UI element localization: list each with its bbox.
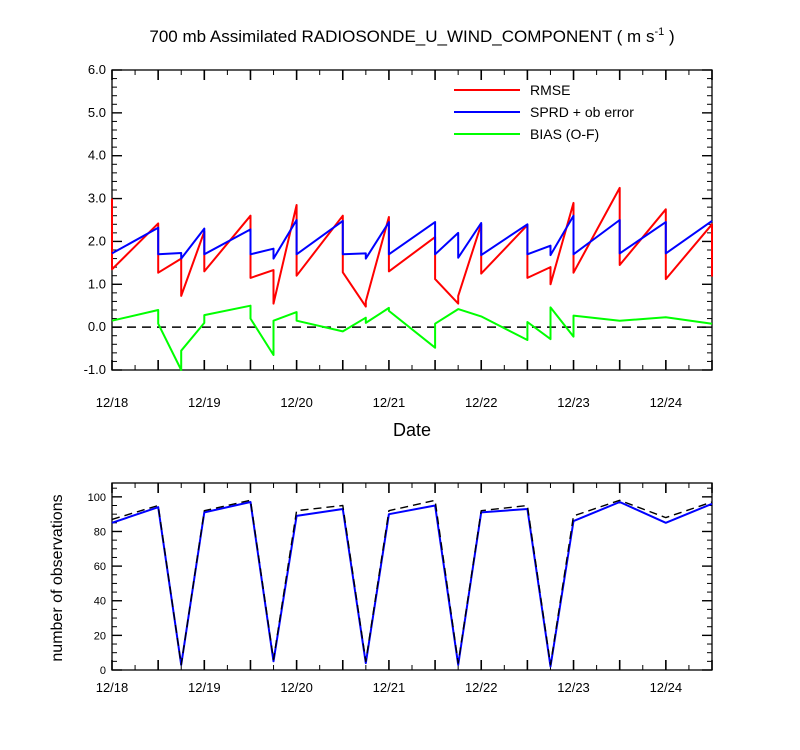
- bottom-y-tick-label: 40: [94, 596, 106, 608]
- bottom-x-tick-label: 12/20: [280, 680, 313, 695]
- top-x-tick-label: 12/24: [650, 395, 683, 410]
- top-x-tick-label: 12/21: [373, 395, 406, 410]
- bottom-series-line-assimilated: [111, 501, 713, 668]
- top-x-tick-label: 12/22: [465, 395, 498, 410]
- top-x-tick-label: 12/19: [188, 395, 221, 410]
- top-series-line-rmse: [111, 186, 713, 308]
- bottom-plot-frame: [111, 482, 713, 671]
- bottom-y-tick-label: 0: [100, 665, 106, 677]
- top-series-line-bias-o-f: [111, 304, 713, 371]
- bottom-x-tick-label: 12/19: [188, 680, 221, 695]
- legend-label-sprd-ob-error: SPRD + ob error: [530, 104, 634, 120]
- top-y-tick-label: 0.0: [88, 319, 106, 334]
- top-x-tick-label: 12/23: [557, 395, 590, 410]
- bottom-y-tick-label: 80: [94, 526, 106, 538]
- bottom-chart: 12/18 12/19 12/20 12/21 12/22 12/23 12/24 0 20 40…: [88, 482, 713, 695]
- bottom-y-axis-label: number of observations: [49, 494, 66, 661]
- top-x-axis-label: Date: [393, 420, 431, 440]
- bottom-y-tick-label: 20: [94, 630, 106, 642]
- bottom-x-tick-label: 12/21: [373, 680, 406, 695]
- bottom-y-tick-label: 60: [94, 561, 106, 573]
- top-y-tick-label: 6.0: [88, 62, 106, 77]
- top-y-tick-label: 5.0: [88, 105, 106, 120]
- bottom-y-tick-label: 100: [88, 492, 106, 504]
- top-y-tick-label: -1.0: [84, 362, 106, 377]
- bottom-x-tick-label: 12/18: [96, 680, 129, 695]
- bottom-series-line-possible: [111, 499, 713, 666]
- legend-label-rmse: RMSE: [530, 82, 570, 98]
- legend-label-bias-o-f: BIAS (O-F): [530, 126, 599, 142]
- bottom-x-tick-label: 12/24: [650, 680, 683, 695]
- top-x-tick-label: 12/18: [96, 395, 129, 410]
- top-y-tick-label: 2.0: [88, 233, 106, 248]
- top-series-line-sprd-ob-error: [111, 214, 713, 260]
- top-y-tick-label: 1.0: [88, 276, 106, 291]
- bottom-x-tick-label: 12/22: [465, 680, 498, 695]
- top-y-tick-label: 4.0: [88, 148, 106, 163]
- chart-title: 700 mb Assimilated RADIOSONDE_U_WIND_COM…: [149, 26, 674, 46]
- top-chart: 12/18 12/19 12/20 12/21 12/22 12/23 12/24 -1.0 0…: [84, 62, 713, 410]
- top-y-tick-label: 3.0: [88, 191, 106, 206]
- bottom-x-tick-label: 12/23: [557, 680, 590, 695]
- top-x-tick-label: 12/20: [280, 395, 313, 410]
